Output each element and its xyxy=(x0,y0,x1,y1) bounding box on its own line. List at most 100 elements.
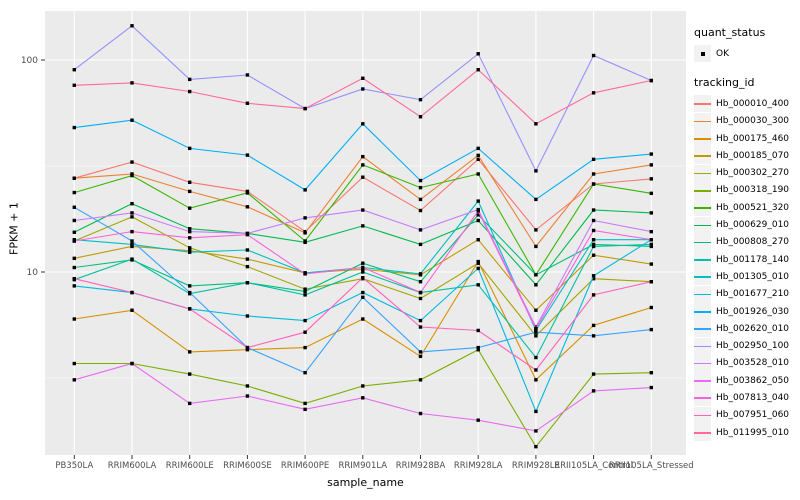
legend-item-label: OK xyxy=(716,48,729,59)
data-point xyxy=(476,418,480,422)
data-point xyxy=(72,230,76,234)
legend-line-swatch xyxy=(694,397,711,400)
data-point xyxy=(361,295,365,299)
data-point xyxy=(649,163,653,167)
data-point xyxy=(361,384,365,388)
legend-line-swatch xyxy=(694,311,711,313)
data-point xyxy=(72,256,76,261)
data-point xyxy=(130,290,134,295)
data-point xyxy=(649,370,653,375)
data-point xyxy=(303,231,307,235)
data-point xyxy=(72,68,76,72)
data-point xyxy=(534,328,538,333)
data-point xyxy=(591,91,596,95)
data-point xyxy=(591,372,596,376)
data-point xyxy=(534,330,538,334)
data-point xyxy=(72,205,76,209)
data-point xyxy=(418,325,423,329)
data-point xyxy=(361,265,365,270)
data-point xyxy=(361,261,365,265)
data-point xyxy=(130,24,134,28)
data-point xyxy=(303,272,307,276)
legend-item-label: Hb_000318_190 xyxy=(716,185,790,196)
data-point xyxy=(534,169,538,173)
legend-item-Hb_000808_270: Hb_000808_270 xyxy=(694,233,798,251)
data-point xyxy=(591,238,596,242)
data-point xyxy=(649,191,653,196)
x-tick-label: RRIM600SE xyxy=(223,461,272,471)
legend-key-box xyxy=(694,285,711,303)
legend-key-box xyxy=(694,268,711,286)
legend-item-label: Hb_000010_400 xyxy=(716,98,790,109)
data-point xyxy=(130,361,134,366)
legend-key-box xyxy=(694,337,711,355)
data-point xyxy=(591,242,596,247)
data-point xyxy=(534,327,538,331)
legend-item-label: Hb_000629_010 xyxy=(716,220,790,231)
data-point xyxy=(188,227,192,231)
legend-line-swatch xyxy=(694,293,711,296)
data-point xyxy=(303,287,307,291)
data-point xyxy=(591,389,596,393)
legend-key-box xyxy=(694,354,711,372)
legend-key-box xyxy=(694,406,711,424)
data-point xyxy=(245,281,250,285)
legend-line-swatch xyxy=(694,207,711,209)
legend-item-Hb_000175_460: Hb_000175_460 xyxy=(694,130,798,148)
data-point xyxy=(303,345,307,350)
data-point xyxy=(534,197,538,202)
x-tick-label: RRIM928LA xyxy=(454,461,503,471)
data-point xyxy=(534,429,538,433)
data-point xyxy=(591,208,596,212)
data-point xyxy=(72,125,76,130)
data-point xyxy=(591,293,596,297)
data-point xyxy=(476,218,480,223)
x-tick-label: RRIM901LA xyxy=(338,461,387,471)
legend-key-box xyxy=(694,112,711,130)
data-point xyxy=(418,208,423,213)
data-point xyxy=(591,253,596,257)
data-point xyxy=(476,199,480,203)
data-point xyxy=(245,394,250,398)
data-point xyxy=(188,307,192,311)
data-point xyxy=(130,244,134,249)
data-point xyxy=(361,290,365,295)
data-point xyxy=(72,239,76,243)
data-point xyxy=(418,296,423,301)
x-tick-label: RRIM600PE xyxy=(281,461,329,471)
data-point xyxy=(534,444,538,449)
legend-item-Hb_000521_320: Hb_000521_320 xyxy=(694,199,798,217)
legend-item-label: Hb_000521_320 xyxy=(716,202,790,213)
data-point xyxy=(72,361,76,366)
x-axis-title: sample_name xyxy=(327,476,404,489)
legend-item-Hb_002950_100: Hb_002950_100 xyxy=(694,337,798,355)
legend-item-Hb_000185_070: Hb_000185_070 xyxy=(694,147,798,165)
data-point xyxy=(418,228,423,232)
data-point xyxy=(245,264,250,269)
legend-title-quant-status: quant_status xyxy=(694,26,766,39)
legend-item-label: Hb_002620_010 xyxy=(716,323,790,334)
data-point xyxy=(534,283,538,287)
data-point xyxy=(72,284,76,288)
data-point xyxy=(591,323,596,328)
legend-item-label: Hb_000175_460 xyxy=(716,133,790,144)
data-point xyxy=(130,201,134,206)
data-point xyxy=(130,229,134,234)
data-point xyxy=(361,224,365,228)
legend-key-box xyxy=(694,389,711,407)
data-point xyxy=(245,257,250,261)
data-point xyxy=(649,385,653,390)
data-point xyxy=(72,265,76,270)
data-point xyxy=(649,305,653,310)
data-point xyxy=(188,77,192,82)
data-point xyxy=(418,178,423,183)
data-point xyxy=(303,289,307,294)
data-point xyxy=(130,239,134,243)
legend-line-swatch xyxy=(694,155,711,157)
data-point xyxy=(418,378,423,382)
data-point xyxy=(649,177,653,181)
data-point xyxy=(361,396,365,400)
data-point xyxy=(361,317,365,321)
data-point xyxy=(188,89,192,94)
